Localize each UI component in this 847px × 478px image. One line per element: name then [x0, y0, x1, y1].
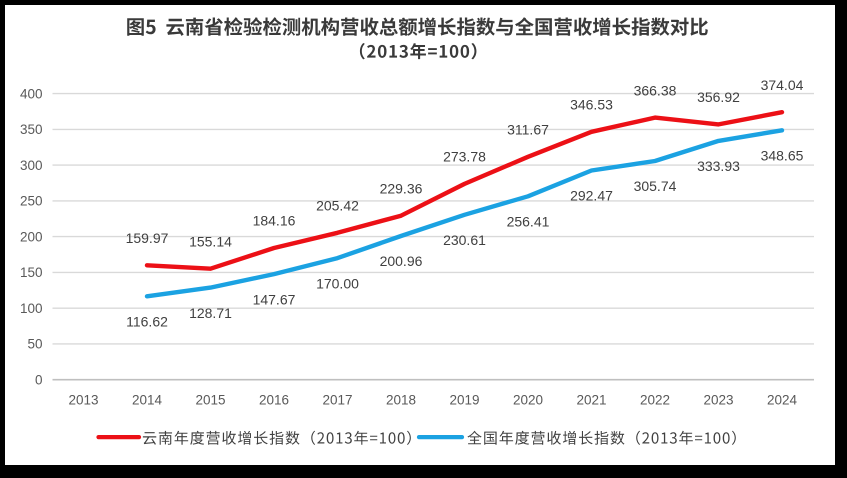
svg-text:200.96: 200.96 — [380, 253, 423, 269]
svg-text:2014: 2014 — [132, 393, 163, 408]
svg-text:333.93: 333.93 — [697, 158, 740, 174]
svg-text:155.14: 155.14 — [189, 233, 232, 249]
svg-text:2024: 2024 — [767, 393, 798, 408]
svg-text:250: 250 — [20, 194, 43, 209]
svg-text:2015: 2015 — [195, 393, 225, 408]
svg-text:116.62: 116.62 — [126, 314, 168, 330]
svg-text:128.71: 128.71 — [189, 305, 232, 321]
svg-text:2018: 2018 — [386, 393, 416, 408]
svg-text:170.00: 170.00 — [316, 275, 359, 291]
svg-text:2016: 2016 — [259, 393, 289, 408]
svg-text:366.38: 366.38 — [634, 82, 677, 98]
svg-text:2021: 2021 — [576, 393, 606, 408]
svg-text:350: 350 — [20, 122, 43, 137]
svg-text:374.04: 374.04 — [761, 77, 804, 93]
svg-text:2017: 2017 — [322, 393, 352, 408]
svg-text:50: 50 — [27, 337, 42, 352]
svg-text:2020: 2020 — [513, 393, 543, 408]
svg-text:256.41: 256.41 — [507, 214, 550, 230]
svg-text:356.92: 356.92 — [697, 89, 740, 105]
svg-text:292.47: 292.47 — [570, 188, 613, 204]
svg-text:305.74: 305.74 — [634, 178, 677, 194]
svg-text:311.67: 311.67 — [507, 122, 549, 138]
svg-text:0: 0 — [35, 372, 43, 387]
svg-text:348.65: 348.65 — [761, 148, 804, 164]
svg-text:147.67: 147.67 — [253, 291, 296, 307]
svg-text:346.53: 346.53 — [570, 97, 613, 113]
svg-text:273.78: 273.78 — [443, 149, 486, 165]
svg-text:230.61: 230.61 — [443, 232, 486, 248]
svg-text:200: 200 — [20, 229, 43, 244]
svg-text:300: 300 — [20, 158, 43, 173]
svg-text:184.16: 184.16 — [253, 213, 296, 229]
svg-text:2019: 2019 — [449, 393, 479, 408]
svg-text:229.36: 229.36 — [380, 180, 423, 196]
svg-text:150: 150 — [20, 265, 43, 280]
svg-text:2013: 2013 — [68, 393, 98, 408]
svg-text:2022: 2022 — [640, 393, 670, 408]
svg-text:2023: 2023 — [703, 393, 733, 408]
svg-text:159.97: 159.97 — [126, 230, 169, 246]
svg-text:100: 100 — [20, 301, 43, 316]
svg-text:400: 400 — [20, 86, 43, 101]
svg-text:205.42: 205.42 — [316, 198, 359, 214]
